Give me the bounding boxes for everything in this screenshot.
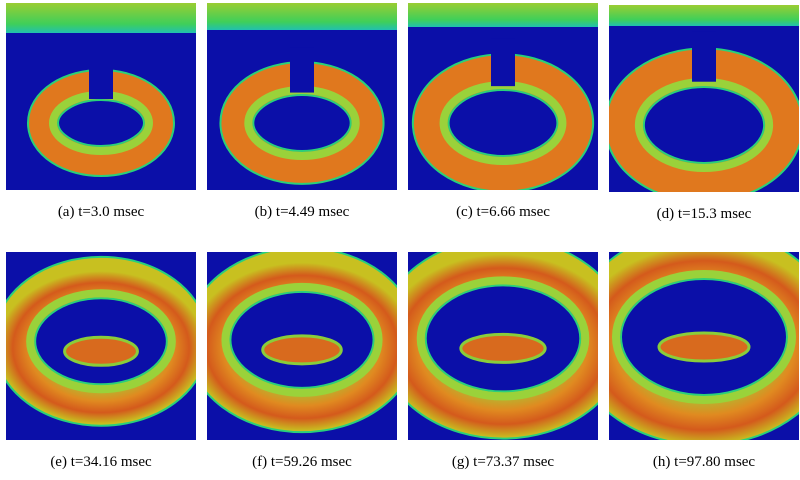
top-wave bbox=[609, 5, 799, 26]
gap bbox=[89, 57, 113, 99]
wave-inner bbox=[634, 78, 774, 172]
simulation-image bbox=[609, 5, 799, 192]
panel: (h) t=97.80 msec bbox=[609, 252, 799, 471]
wave-inner bbox=[26, 289, 176, 394]
center-blob bbox=[459, 332, 547, 364]
center-blob bbox=[63, 335, 139, 367]
gap bbox=[290, 47, 314, 93]
panel: (a) t=3.0 msec bbox=[6, 3, 196, 221]
simulation-image bbox=[6, 3, 196, 190]
center-blob bbox=[657, 331, 751, 363]
simulation-image bbox=[609, 252, 799, 440]
wave-inner bbox=[416, 276, 590, 401]
wave-ring bbox=[6, 257, 196, 425]
gap bbox=[491, 38, 515, 87]
caption: (e) t=34.16 msec bbox=[50, 454, 152, 470]
panel: (b) t=4.49 msec bbox=[207, 3, 397, 221]
wave-inner bbox=[612, 270, 796, 404]
wave-ring bbox=[207, 252, 397, 432]
center-blob bbox=[261, 334, 343, 366]
panel: (c) t=6.66 msec bbox=[408, 3, 598, 221]
panel: (d) t=15.3 msec bbox=[609, 5, 799, 223]
caption: (a) t=3.0 msec bbox=[57, 204, 145, 220]
gap bbox=[692, 31, 716, 82]
wave-ring bbox=[609, 252, 799, 440]
top-wave bbox=[207, 3, 397, 30]
caption: (c) t=6.66 msec bbox=[456, 204, 550, 220]
simulation-image bbox=[6, 252, 196, 440]
panel: (f) t=59.26 msec bbox=[207, 252, 397, 471]
simulation-image bbox=[408, 3, 598, 190]
panel: (g) t=73.37 msec bbox=[408, 252, 598, 471]
wave-ring bbox=[408, 252, 598, 438]
caption: (g) t=73.37 msec bbox=[451, 454, 555, 470]
caption: (f) t=59.26 msec bbox=[252, 454, 352, 470]
top-wave bbox=[408, 3, 598, 27]
caption: (h) t=97.80 msec bbox=[652, 454, 756, 470]
top-wave bbox=[6, 3, 196, 33]
caption: (b) t=4.49 msec bbox=[254, 204, 350, 220]
caption: (d) t=15.3 msec bbox=[656, 206, 752, 222]
simulation-image bbox=[408, 252, 598, 440]
simulation-image bbox=[207, 3, 397, 190]
simulation-image bbox=[207, 252, 397, 440]
wave-inner bbox=[221, 282, 383, 397]
panel: (e) t=34.16 msec bbox=[6, 252, 196, 471]
